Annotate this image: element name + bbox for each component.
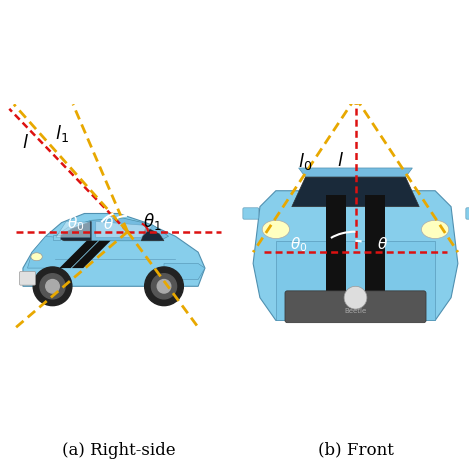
Circle shape (145, 267, 183, 306)
Polygon shape (55, 218, 169, 241)
Circle shape (157, 280, 171, 293)
Polygon shape (72, 241, 110, 268)
Polygon shape (27, 236, 91, 268)
Polygon shape (253, 191, 458, 320)
Polygon shape (141, 227, 164, 241)
FancyBboxPatch shape (243, 208, 259, 219)
Bar (53, 235, 61, 240)
Bar (276, 241, 435, 320)
Polygon shape (57, 221, 91, 241)
Ellipse shape (421, 220, 449, 238)
Text: $\theta$: $\theta$ (103, 216, 114, 232)
Circle shape (151, 273, 177, 299)
Text: Beetle: Beetle (345, 308, 366, 314)
Polygon shape (164, 264, 205, 280)
Text: $l$: $l$ (22, 134, 29, 152)
Text: $l$: $l$ (337, 152, 344, 170)
Bar (365, 195, 385, 320)
Polygon shape (59, 241, 98, 268)
Polygon shape (96, 221, 153, 237)
Point (352, 94, 359, 101)
Circle shape (40, 273, 65, 299)
Text: (b) Front: (b) Front (318, 442, 393, 459)
Text: $\theta_0$: $\theta_0$ (66, 214, 84, 233)
Ellipse shape (262, 220, 290, 238)
FancyBboxPatch shape (466, 208, 474, 219)
Polygon shape (292, 177, 419, 207)
Ellipse shape (31, 253, 42, 261)
Polygon shape (56, 221, 90, 237)
Circle shape (344, 286, 367, 309)
Polygon shape (23, 213, 205, 286)
Text: $\theta_1$: $\theta_1$ (143, 211, 162, 232)
Circle shape (33, 267, 72, 306)
Text: $\theta_0$: $\theta_0$ (290, 235, 307, 254)
Circle shape (46, 280, 59, 293)
Text: $l_1$: $l_1$ (55, 123, 69, 145)
Text: (a) Right-side: (a) Right-side (62, 442, 175, 459)
Bar (326, 195, 346, 320)
FancyBboxPatch shape (19, 272, 36, 285)
Polygon shape (299, 168, 412, 177)
FancyBboxPatch shape (285, 291, 426, 323)
Text: $l_0$: $l_0$ (298, 151, 312, 172)
Text: $\theta$: $\theta$ (377, 236, 388, 252)
